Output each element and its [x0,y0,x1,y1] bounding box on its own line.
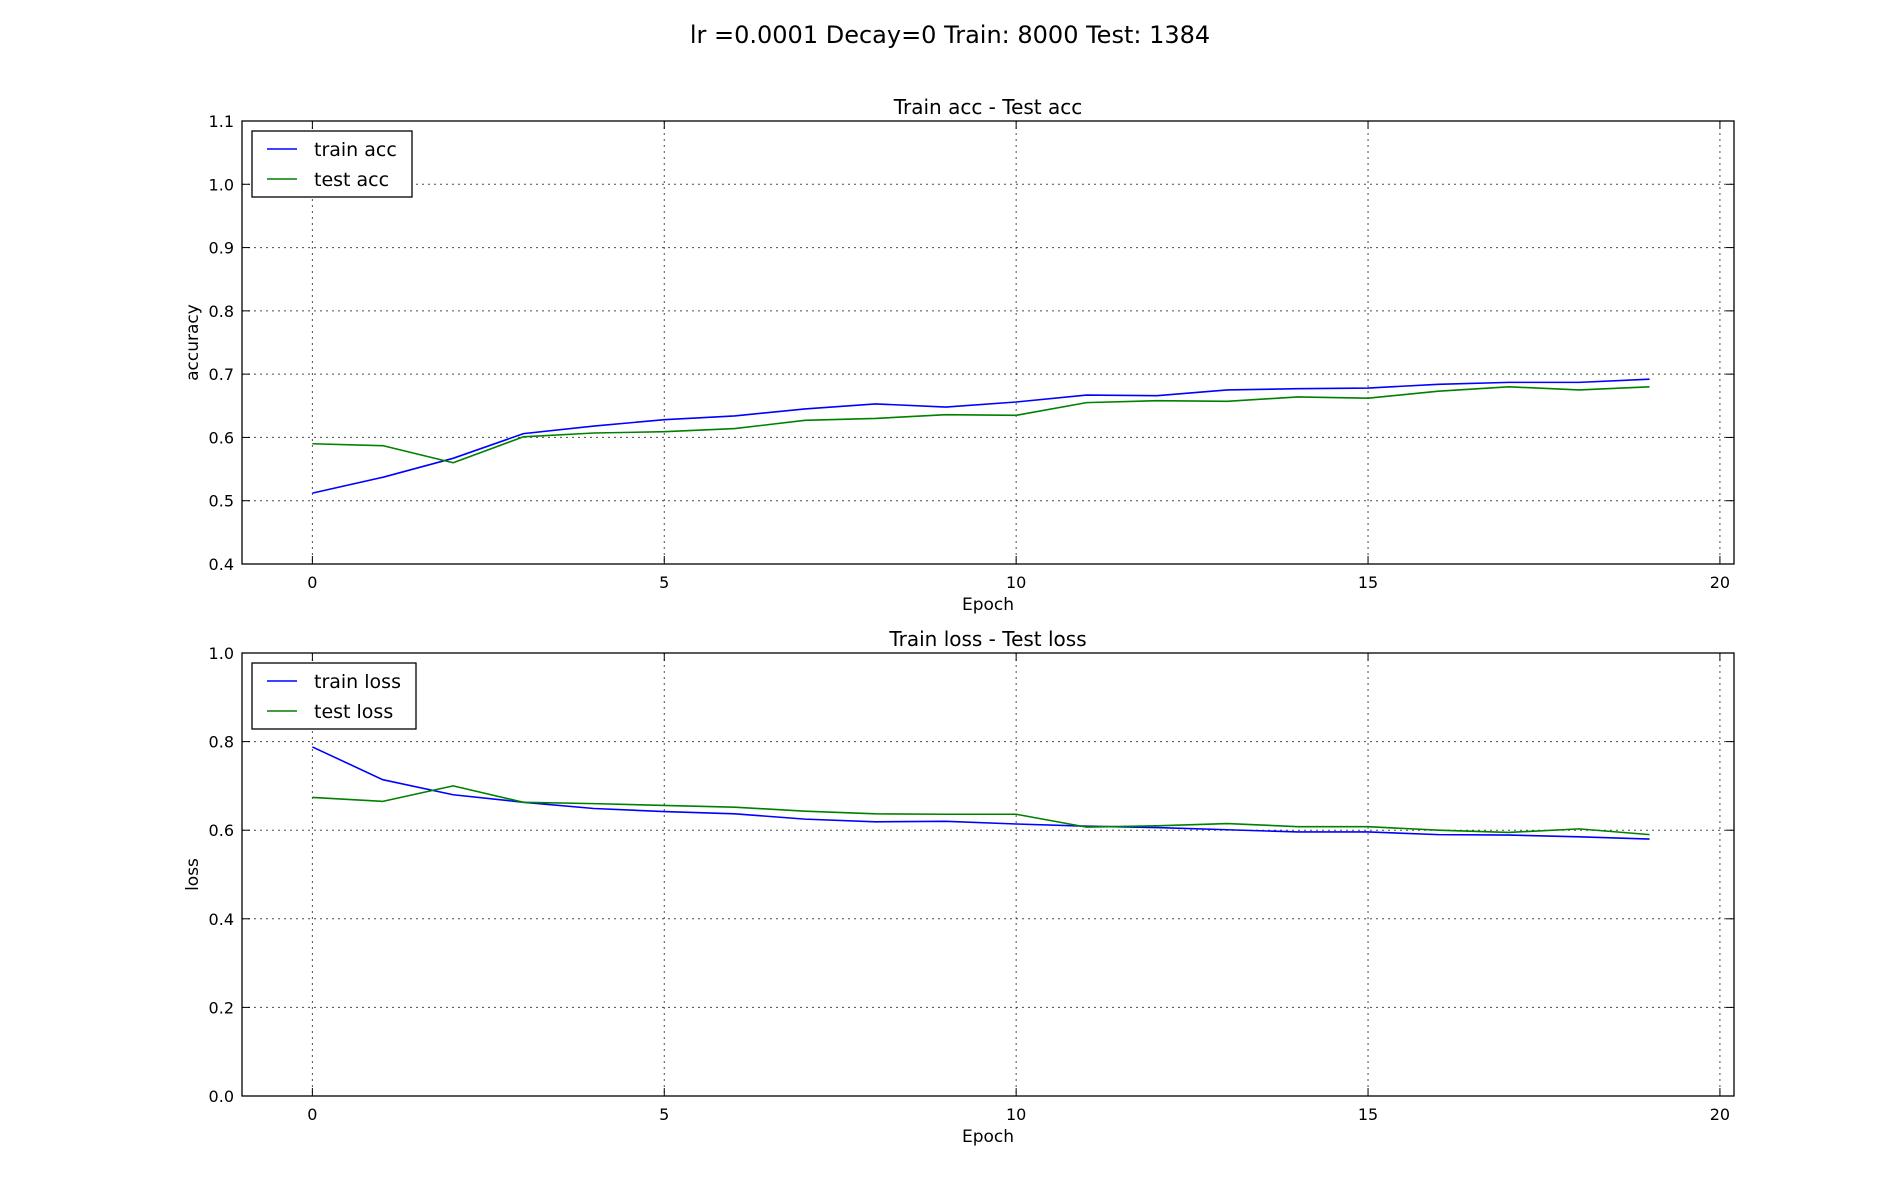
series-line-test-loss [312,785,1650,836]
series-line-test-acc [312,385,1650,464]
x-tick-label: 0 [307,1105,317,1124]
x-tick-label: 20 [1710,573,1730,592]
y-tick-label: 0.6 [209,821,234,840]
y-tick-label: 0.6 [209,428,234,447]
y-tick-label: 0.4 [209,910,234,929]
y-tick-label: 1.1 [209,112,234,131]
legend-label: train acc [314,139,397,161]
series-line-train-acc [312,378,1650,494]
legend: train loss test loss [251,662,417,730]
subplot-1: 0 5 10 15 20 0.4 0.5 0.6 0.7 0.8 0.9 1.0 1.1 Train ac… [183,95,1735,615]
x-tick-label: 15 [1358,573,1378,592]
y-axis-label: loss [183,858,203,891]
series-line-train-loss [312,746,1650,840]
y-tick-label: 0.2 [209,998,234,1017]
plot-frame [241,120,1735,565]
subplot-title: Train loss - Test loss [888,627,1086,651]
y-tick-label: 1.0 [209,644,234,663]
subplot-2: 0 5 10 15 20 0.0 0.2 0.4 0.6 0.8 1.0 Train loss - T… [183,627,1735,1147]
legend-label: test acc [314,169,389,191]
y-tick-label: 0.4 [209,555,234,574]
y-tick-label: 1.0 [209,175,234,194]
x-tick-label: 15 [1358,1105,1378,1124]
legend: train acc test acc [251,130,413,198]
y-tick-label: 0.5 [209,492,234,511]
plot-frame [241,652,1735,1097]
x-axis-label: Epoch [962,595,1014,615]
y-axis-label: accuracy [183,304,203,381]
legend-label: test loss [314,701,393,723]
figure-title: lr =0.0001 Decay=0 Train: 8000 Test: 138… [690,21,1210,49]
y-tick-label: 0.8 [209,302,234,321]
y-tick-label: 0.0 [209,1087,234,1106]
y-tick-label: 0.9 [209,239,234,258]
legend-label: train loss [314,671,401,693]
x-tick-label: 20 [1710,1105,1730,1124]
x-tick-label: 0 [307,573,317,592]
x-tick-label: 10 [1006,573,1026,592]
legend-box [251,130,413,198]
legend-box [251,662,417,730]
x-tick-label: 5 [659,1105,669,1124]
x-axis-label: Epoch [962,1127,1014,1147]
y-tick-label: 0.8 [209,733,234,752]
y-tick-label: 0.7 [209,365,234,384]
x-tick-label: 5 [659,573,669,592]
x-tick-label: 10 [1006,1105,1026,1124]
subplot-title: Train acc - Test acc [893,95,1083,119]
